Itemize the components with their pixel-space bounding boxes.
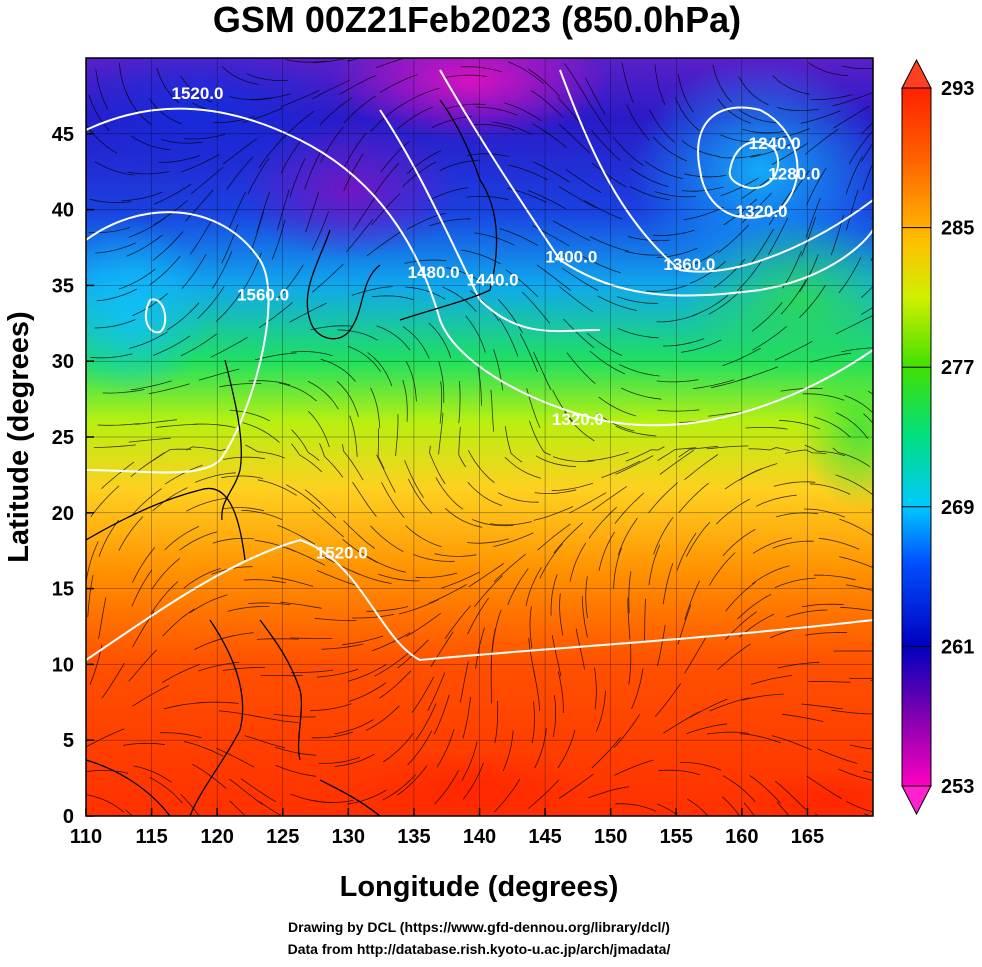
- contour-label: 1440.0: [467, 270, 519, 289]
- x-tick-label: 125: [266, 826, 299, 848]
- x-tick-label: 130: [332, 826, 365, 848]
- x-tick-label: 120: [200, 826, 233, 848]
- y-axis-label: Latitude (degrees): [3, 311, 35, 562]
- streamline: [871, 510, 904, 537]
- y-tick-label: 20: [52, 503, 74, 525]
- x-axis-label: Longitude (degrees): [340, 871, 619, 903]
- y-tick-label: 5: [63, 730, 74, 752]
- y-tick-label: 0: [63, 806, 74, 828]
- x-tick-label: 135: [397, 826, 430, 848]
- colorbar-tick-label: 277: [941, 357, 974, 379]
- y-tick-label: 15: [52, 579, 74, 601]
- credit-drawing: Drawing by DCL (https://www.gfd-dennou.o…: [288, 919, 670, 935]
- y-tick-label: 45: [52, 124, 74, 146]
- contour-label: 1320.0: [552, 410, 604, 429]
- colorbar-tick-label: 293: [941, 78, 974, 100]
- y-tick-label: 35: [52, 275, 74, 297]
- contour-label: 1520.0: [316, 543, 368, 562]
- x-tick-label: 160: [725, 826, 758, 848]
- y-tick-label: 30: [52, 351, 74, 373]
- x-tick-label: 140: [463, 826, 496, 848]
- y-tick-label: 10: [52, 654, 74, 676]
- contour-label: 1520.0: [171, 84, 223, 103]
- credit-data: Data from http://database.rish.kyoto-u.a…: [288, 941, 671, 957]
- contour-label: 1240.0: [749, 134, 801, 153]
- colorbar-tick-label: 261: [941, 636, 974, 658]
- contour-label: 1480.0: [408, 263, 460, 282]
- x-tick-label: 155: [660, 826, 693, 848]
- contour-label: 1280.0: [768, 164, 820, 183]
- x-tick-label: 145: [528, 826, 561, 848]
- x-tick-label: 110: [70, 826, 102, 848]
- streamline: [874, 456, 904, 485]
- y-tick-label: 40: [52, 200, 74, 222]
- contour-label: 1320.0: [736, 202, 788, 221]
- contour-label: 1400.0: [545, 248, 597, 267]
- colorbar: 293 285 277 269 261 253: [902, 60, 974, 814]
- colorbar-upper-arrow: [902, 60, 931, 88]
- contour-label: 1560.0: [237, 286, 289, 305]
- contour-label: 1360.0: [663, 255, 715, 274]
- colorbar-tick-label: 269: [941, 497, 974, 519]
- colorbar-lower-arrow: [902, 786, 931, 814]
- x-tick-label: 165: [791, 826, 824, 848]
- colorbar-tick-label: 285: [941, 218, 974, 240]
- colorbar-tick-label: 253: [941, 776, 974, 798]
- x-tick-label: 115: [135, 826, 167, 848]
- y-tick-label: 25: [52, 427, 74, 449]
- x-tick-label: 150: [594, 826, 627, 848]
- map-title: GSM 00Z21Feb2023 (850.0hPa): [213, 0, 741, 40]
